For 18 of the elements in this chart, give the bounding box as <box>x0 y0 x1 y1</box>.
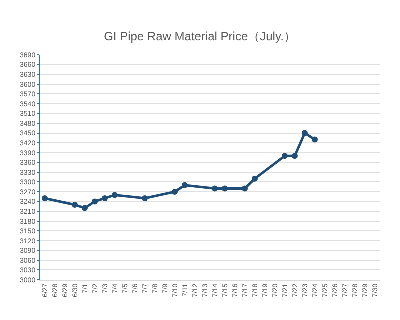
point <box>282 153 288 160</box>
point <box>72 202 78 208</box>
chart-title: GI Pipe Raw Material Price（July.） <box>104 29 296 44</box>
point <box>112 192 118 198</box>
point <box>182 182 188 188</box>
point <box>312 136 318 143</box>
point <box>212 186 218 192</box>
point <box>42 195 48 202</box>
point <box>102 195 108 202</box>
point <box>172 188 178 195</box>
point <box>92 198 98 205</box>
point <box>142 195 148 202</box>
point <box>222 186 228 192</box>
point <box>82 205 88 212</box>
point <box>252 176 258 182</box>
point <box>242 186 248 192</box>
point <box>302 130 308 136</box>
point <box>292 153 298 160</box>
